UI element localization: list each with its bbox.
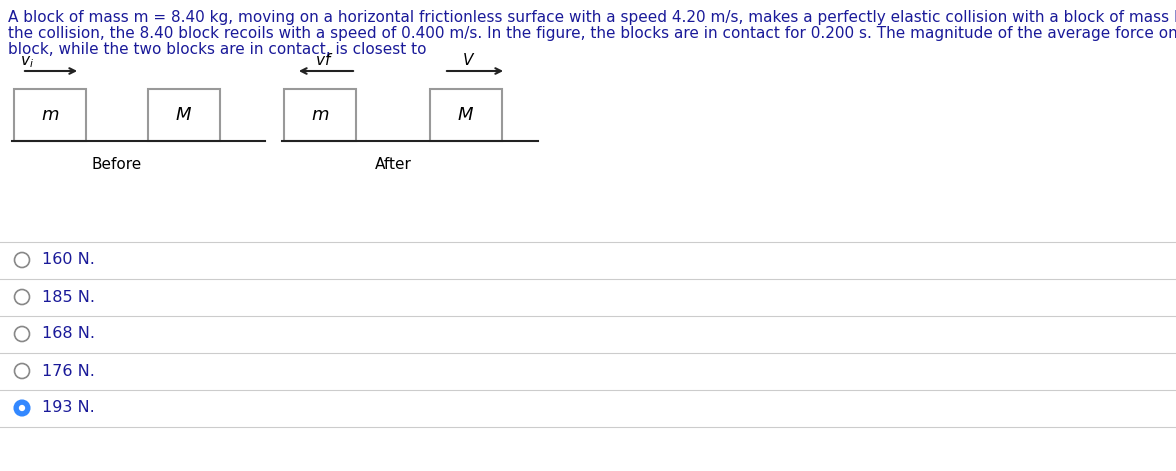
- Text: A block of mass m = 8.40 kg, moving on a horizontal frictionless surface with a : A block of mass m = 8.40 kg, moving on a…: [8, 10, 1176, 25]
- Text: $m$: $m$: [310, 106, 329, 124]
- Bar: [14, 89, 86, 141]
- Text: 176 N.: 176 N.: [42, 364, 95, 379]
- Text: $vf$: $vf$: [315, 52, 333, 68]
- Bar: [283, 89, 356, 141]
- Bar: [148, 89, 220, 141]
- Text: Before: Before: [92, 157, 142, 172]
- Circle shape: [14, 400, 29, 415]
- Text: 193 N.: 193 N.: [42, 400, 95, 415]
- Text: $V$: $V$: [462, 52, 475, 68]
- Circle shape: [14, 252, 29, 268]
- Text: $v_i$: $v_i$: [20, 54, 34, 70]
- Text: block, while the two blocks are in contact, is closest to: block, while the two blocks are in conta…: [8, 42, 427, 57]
- Text: $m$: $m$: [41, 106, 59, 124]
- Text: 185 N.: 185 N.: [42, 290, 95, 304]
- Text: $M$: $M$: [175, 106, 193, 124]
- Circle shape: [14, 326, 29, 341]
- Text: $M$: $M$: [457, 106, 475, 124]
- Text: the collision, the 8.40 block recoils with a speed of 0.400 m/s. In the figure, : the collision, the 8.40 block recoils wi…: [8, 26, 1176, 41]
- Text: 160 N.: 160 N.: [42, 252, 95, 268]
- Circle shape: [19, 405, 25, 411]
- Circle shape: [14, 290, 29, 304]
- Circle shape: [14, 364, 29, 379]
- Text: After: After: [375, 157, 412, 172]
- Text: 168 N.: 168 N.: [42, 326, 95, 341]
- Bar: [430, 89, 502, 141]
